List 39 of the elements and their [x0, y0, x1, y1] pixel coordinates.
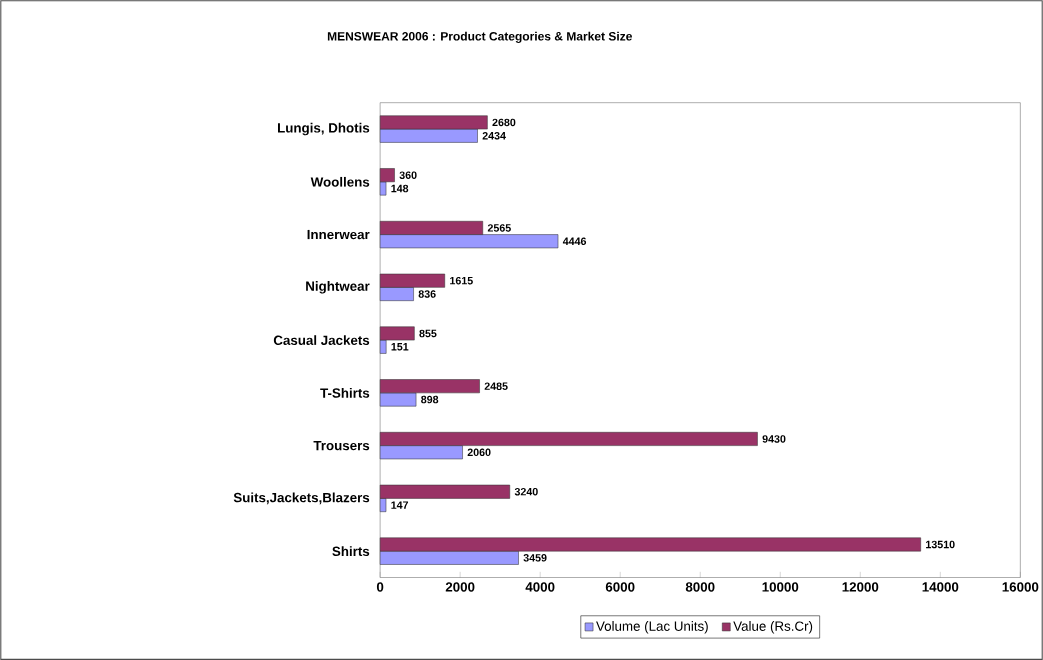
data-label: 360: [399, 171, 417, 179]
legend-label: Value (Rs.Cr): [733, 621, 813, 634]
data-label: 9430: [762, 435, 786, 443]
data-label: 2485: [484, 382, 508, 390]
data-label: 2060: [467, 448, 491, 456]
y-tick-label: Woollens: [310, 176, 370, 187]
data-label: 836: [418, 290, 436, 298]
data-label: 1615: [450, 276, 473, 285]
data-label: 151: [391, 342, 409, 351]
x-tick-label: 8000: [685, 582, 715, 592]
data-label: 898: [421, 395, 439, 404]
y-tick-label: Casual Jackets: [273, 335, 370, 345]
x-tick-label: 12000: [842, 582, 879, 592]
data-label: 2565: [487, 224, 511, 232]
data-label: 147: [391, 501, 409, 509]
x-tick-label: 16000: [1002, 582, 1039, 592]
y-tick-label: Innerwear: [307, 229, 370, 240]
data-label: 4446: [562, 237, 587, 245]
y-tick-label: T-Shirts: [320, 387, 370, 398]
x-tick-label: 4000: [525, 582, 555, 592]
data-label: 2680: [492, 118, 516, 127]
x-tick-label: 0: [376, 582, 384, 592]
data-label: 2434: [482, 131, 506, 140]
y-tick-label: Lungis, Dhotis: [278, 122, 370, 136]
y-tick-label: Shirts: [332, 546, 370, 556]
x-tick-label: 2000: [445, 582, 475, 592]
legend-label: Volume (Lac Units): [596, 621, 708, 634]
data-label: 855: [419, 329, 437, 338]
data-label: 3240: [514, 487, 538, 496]
y-tick-label: Nightwear: [306, 281, 370, 294]
y-tick-label: Suits,Jackets,Blazers: [233, 492, 370, 505]
x-tick-label: 14000: [922, 582, 959, 592]
x-tick-label: 10000: [762, 582, 799, 592]
data-label: 148: [391, 184, 409, 193]
y-tick-label: Trousers: [313, 440, 370, 451]
chart-title: MENSWEAR 2006 : Product Categories & Market Size: [327, 31, 632, 43]
data-label: 3459: [523, 553, 547, 562]
x-tick-label: 6000: [605, 582, 635, 592]
data-label: 13510: [926, 540, 955, 549]
